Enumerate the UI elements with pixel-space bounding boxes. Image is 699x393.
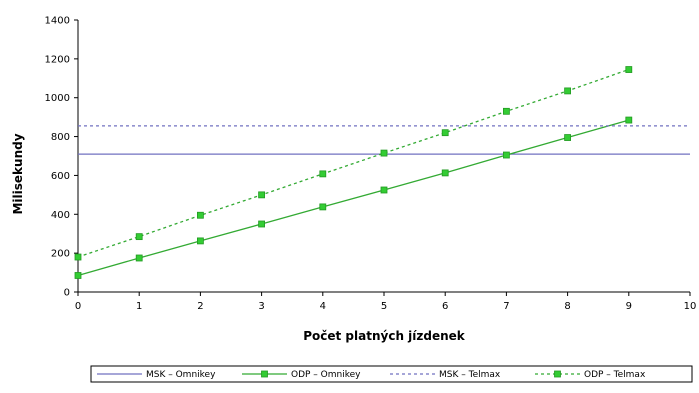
series-1-point <box>380 186 388 194</box>
series-1-point <box>74 272 82 279</box>
y-tick-label: 1400 <box>45 16 70 27</box>
legend: MSK – Omnikey ODP – Omnikey MSK – Telmax OD… <box>90 365 693 383</box>
x-tick-label: 6 <box>442 301 448 312</box>
series-3-point <box>502 107 510 115</box>
legend-swatch-marker-3 <box>554 370 561 378</box>
series-1-point <box>564 134 571 141</box>
y-axis-title: Milisekundy <box>11 133 25 214</box>
series-1-point <box>319 203 327 211</box>
y-tick-label: 800 <box>51 132 70 143</box>
series-3-point <box>135 233 143 241</box>
y-tick-label: 1000 <box>45 93 70 104</box>
x-tick-label: 5 <box>381 301 387 312</box>
x-tick-label: 2 <box>197 301 203 312</box>
x-tick-label: 4 <box>320 301 326 312</box>
legend-label-3: ODP – Telmax <box>584 370 646 380</box>
series-3-point <box>380 149 388 157</box>
x-tick-label: 10 <box>684 301 697 312</box>
series-3-point <box>625 66 633 73</box>
y-tick-label: 600 <box>51 171 70 182</box>
series-line-3 <box>77 68 630 258</box>
series-3-point <box>564 87 571 95</box>
x-tick-label: 7 <box>503 301 509 312</box>
series-1-point <box>135 254 143 262</box>
series-3-point <box>258 191 266 199</box>
legend-label-0: MSK – Omnikey <box>146 370 216 380</box>
series-3-point <box>196 211 204 219</box>
y-tick-label: 0 <box>64 288 70 299</box>
series-1-point <box>258 220 266 228</box>
y-tick-label: 400 <box>51 210 70 221</box>
series-markers <box>74 66 633 279</box>
series-3-point <box>74 253 82 261</box>
x-tick-label: 3 <box>258 301 264 312</box>
series-3-point <box>319 170 327 178</box>
series-1-point <box>625 116 633 124</box>
legend-label-1: ODP – Omnikey <box>291 370 361 380</box>
legend-swatch-marker-1 <box>261 370 268 378</box>
axes: 0 200 400 600 800 1000 1200 1400 0 1 2 3 4 5 6 7 8 9 10 <box>45 16 697 313</box>
x-tick-label: 0 <box>75 301 81 312</box>
y-tick-label: 200 <box>51 249 70 260</box>
series-1-point <box>441 169 449 177</box>
series-1-point <box>502 151 510 159</box>
x-tick-label: 8 <box>564 301 570 312</box>
series-1-point <box>196 237 204 245</box>
series-line-1 <box>77 119 629 277</box>
series-lines <box>77 68 690 277</box>
series-3-point <box>441 129 449 137</box>
x-tick-label: 1 <box>136 301 142 312</box>
legend-label-2: MSK – Telmax <box>439 370 501 380</box>
x-axis-title: Počet platných jízdenek <box>303 329 466 343</box>
x-tick-label: 9 <box>626 301 632 312</box>
y-tick-label: 1200 <box>45 54 70 65</box>
